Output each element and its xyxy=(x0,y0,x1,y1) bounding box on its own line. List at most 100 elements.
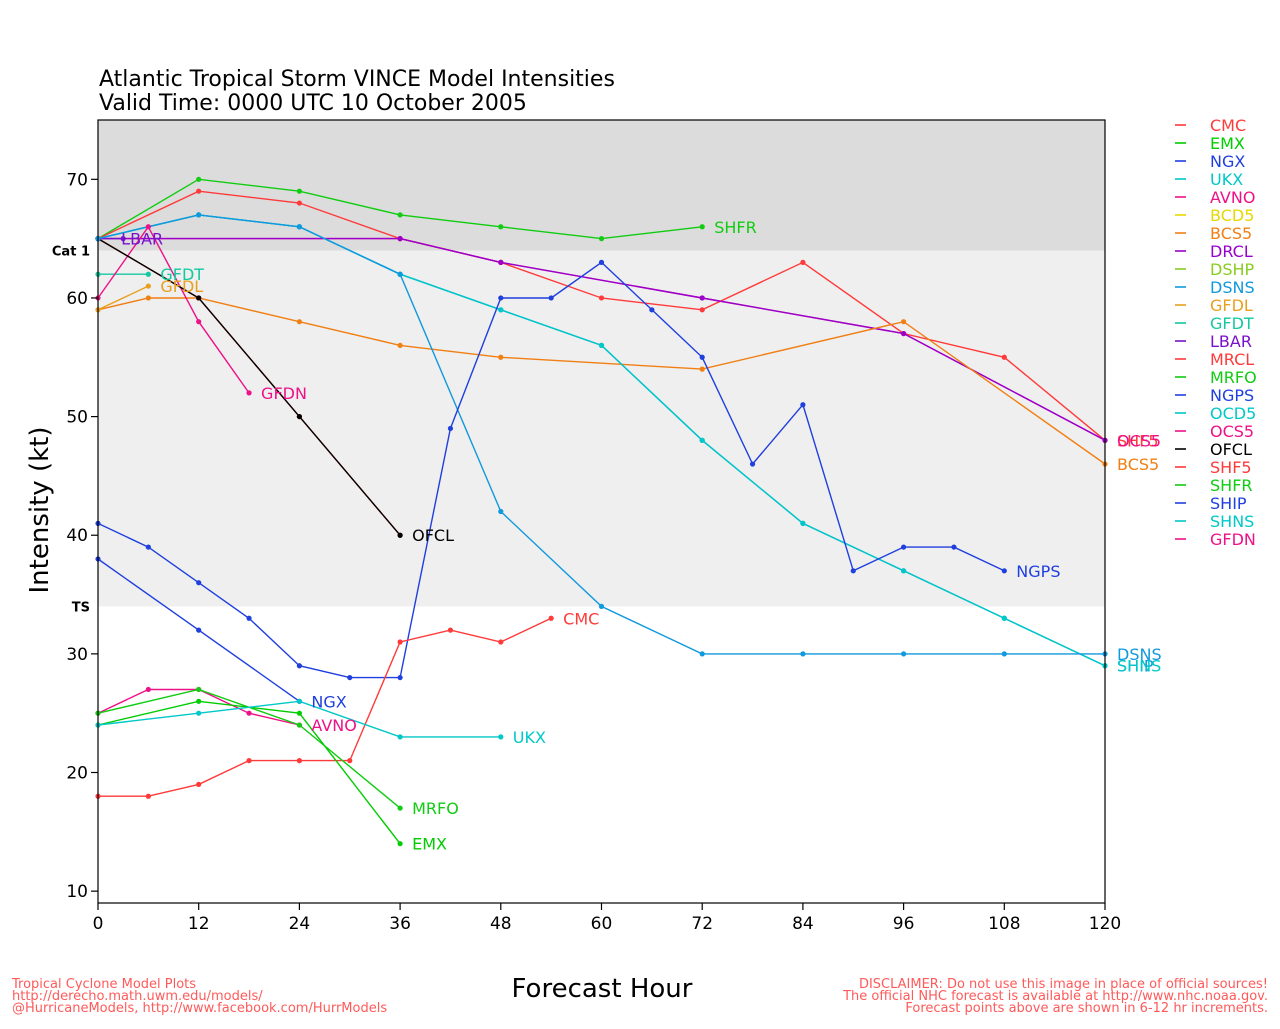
data-point-ofcl xyxy=(196,295,202,301)
data-point-ngps xyxy=(347,674,353,681)
legend: CMCEMXNGXUKXAVNOBCD5BCS5DRCLDSHPDSNSGFDL… xyxy=(1175,116,1257,549)
legend-label: BCS5 xyxy=(1210,224,1252,243)
data-point-shf5 xyxy=(598,295,605,301)
footer-disclaimer-line: The official NHC forecast is available a… xyxy=(842,989,1268,1004)
x-tick-label: 36 xyxy=(389,914,411,934)
series-line-gfdn xyxy=(97,225,250,394)
data-point-ngps xyxy=(397,674,403,681)
data-point-dsns xyxy=(800,651,806,657)
x-tick-label: 120 xyxy=(1089,914,1121,934)
series-end-label: GFDN xyxy=(261,384,307,403)
data-point-ngps xyxy=(296,663,302,669)
data-point-shns xyxy=(699,437,705,443)
x-tick-label: 24 xyxy=(289,914,311,934)
data-point-gfdn xyxy=(246,390,252,396)
series-line-ofcl xyxy=(97,237,401,536)
data-point-shfr xyxy=(498,224,504,230)
series-line-drcl xyxy=(98,237,1106,441)
data-point-shf5 xyxy=(800,259,806,265)
data-point-drcl xyxy=(901,330,907,337)
data-point-dsns xyxy=(699,651,705,657)
legend-label: OCD5 xyxy=(1210,404,1256,423)
intensity-band xyxy=(98,250,1105,607)
data-point-ngps xyxy=(246,615,252,621)
series-end-label: NGX xyxy=(311,692,346,711)
legend-label: LBAR xyxy=(1210,332,1252,351)
data-point-ukx xyxy=(196,710,202,716)
data-point-gfdt xyxy=(145,271,151,277)
data-point-cmc xyxy=(447,627,454,633)
legend-label: DRCL xyxy=(1210,242,1253,261)
data-point-drcl xyxy=(397,236,403,242)
data-point-gfdn xyxy=(196,319,202,325)
data-point-ngps xyxy=(196,580,202,586)
data-point-ngps xyxy=(649,307,655,313)
data-point-shf5 xyxy=(1001,354,1007,360)
data-point-ngx xyxy=(196,627,202,633)
series-end-label: MRFO xyxy=(412,799,459,818)
data-point-dsns xyxy=(397,271,403,277)
data-point-ngps xyxy=(951,544,957,550)
data-point-shfr xyxy=(196,176,202,182)
data-point-shns xyxy=(1001,615,1007,621)
x-axis-label: Forecast Hour xyxy=(512,974,693,1004)
legend-label: DSHP xyxy=(1210,260,1255,279)
x-tick-label: 0 xyxy=(93,914,104,934)
legend-label: OFCL xyxy=(1210,440,1252,459)
data-point-mrfo xyxy=(397,805,403,811)
data-point-dsns xyxy=(296,224,302,230)
data-point-bcs5 xyxy=(901,319,907,325)
legend-label: NGX xyxy=(1210,152,1245,171)
legend-label: EMX xyxy=(1210,134,1245,153)
data-point-ngps xyxy=(498,295,504,301)
legend-label: SHNS xyxy=(1210,512,1254,531)
x-tick-label: 108 xyxy=(988,914,1020,934)
data-point-ngps xyxy=(598,259,605,265)
footer-credits: Tropical Cyclone Model Plots http://dere… xyxy=(11,977,387,1016)
y-tick-label: 40 xyxy=(66,526,88,546)
x-tick-label: 72 xyxy=(691,914,713,934)
data-point-cmc xyxy=(145,793,151,799)
data-point-dsns xyxy=(901,651,907,657)
footer-credit-line: @HurricaneModels, http://www.facebook.co… xyxy=(12,1001,387,1016)
y-tick-label: 70 xyxy=(66,170,88,190)
data-point-gfdl xyxy=(145,283,151,289)
data-point-avno xyxy=(145,686,151,693)
series-end-label: BCS5 xyxy=(1117,455,1159,474)
data-point-ngps xyxy=(447,425,454,432)
x-axis-ticks: 0 12 24 36 48 60 72 84 96 108 120 xyxy=(93,903,1121,934)
legend-label: MRCL xyxy=(1210,350,1254,369)
chart-title: Atlantic Tropical Storm VINCE Model Inte… xyxy=(99,67,615,92)
series-end-label: SHNS xyxy=(1117,657,1161,676)
data-point-ukx xyxy=(498,734,504,740)
data-point-shf5 xyxy=(699,307,705,313)
series-line-gfdl xyxy=(97,285,149,311)
legend-label: SHIP xyxy=(1210,494,1247,513)
x-tick-label: 48 xyxy=(490,914,512,934)
data-point-bcs5 xyxy=(699,366,705,372)
data-point-shfr xyxy=(598,236,605,242)
series-end-label: AVNO xyxy=(311,716,356,735)
legend-label: NGPS xyxy=(1210,386,1254,405)
footer-disclaimer-line: DISCLAIMER: Do not use this image in pla… xyxy=(859,977,1268,992)
data-point-drcl xyxy=(498,259,504,265)
series-end-label: SHF5 xyxy=(1117,431,1159,450)
series-end-label: LBAR xyxy=(121,230,163,249)
series-end-label: CMC xyxy=(563,609,599,628)
x-tick-label: 84 xyxy=(792,914,814,934)
data-point-shfr xyxy=(296,188,302,194)
data-point-cmc xyxy=(296,758,302,764)
series-end-label: DSNS xyxy=(1117,645,1162,664)
series-end-label: NGPS xyxy=(1016,562,1060,581)
band-threshold-label: Cat 1 xyxy=(52,245,90,260)
x-tick-label: 96 xyxy=(893,914,915,934)
data-point-avno xyxy=(246,710,252,716)
data-point-ngps xyxy=(749,461,756,467)
data-point-cmc xyxy=(196,781,202,787)
legend-label: AVNO xyxy=(1210,188,1255,207)
data-point-dsns xyxy=(598,603,605,610)
data-point-ngps xyxy=(850,568,856,574)
y-axis-ticks: 10 20 30 40 50 60 70 xyxy=(66,170,98,902)
